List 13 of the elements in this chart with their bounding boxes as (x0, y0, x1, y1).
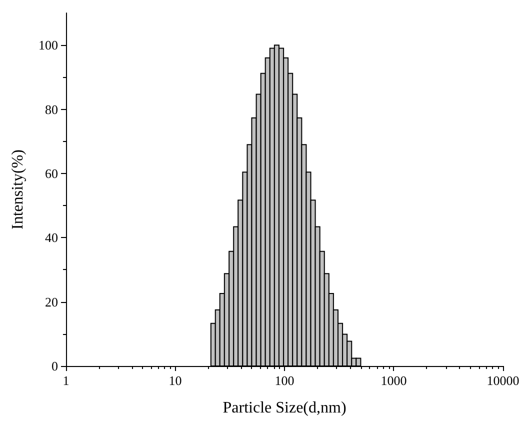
x-tick-label: 10000 (486, 373, 520, 388)
y-tick-label: 20 (45, 294, 58, 310)
y-tick-label: 40 (45, 230, 58, 246)
y-tick-label: 0 (52, 358, 58, 374)
x-tick-label: 1000 (380, 373, 407, 388)
y-tick-label: 100 (38, 38, 58, 53)
x-tick-label: 1 (62, 373, 70, 388)
x-tick-label: 100 (274, 373, 294, 388)
x-tick-label: 10 (168, 373, 182, 388)
y-tick-label: 60 (45, 166, 58, 181)
x-axis-title: Particle Size(d,nm) (222, 400, 346, 416)
y-tick-label: 80 (45, 102, 58, 117)
y-axis-title: Intensity(%) (10, 150, 26, 230)
